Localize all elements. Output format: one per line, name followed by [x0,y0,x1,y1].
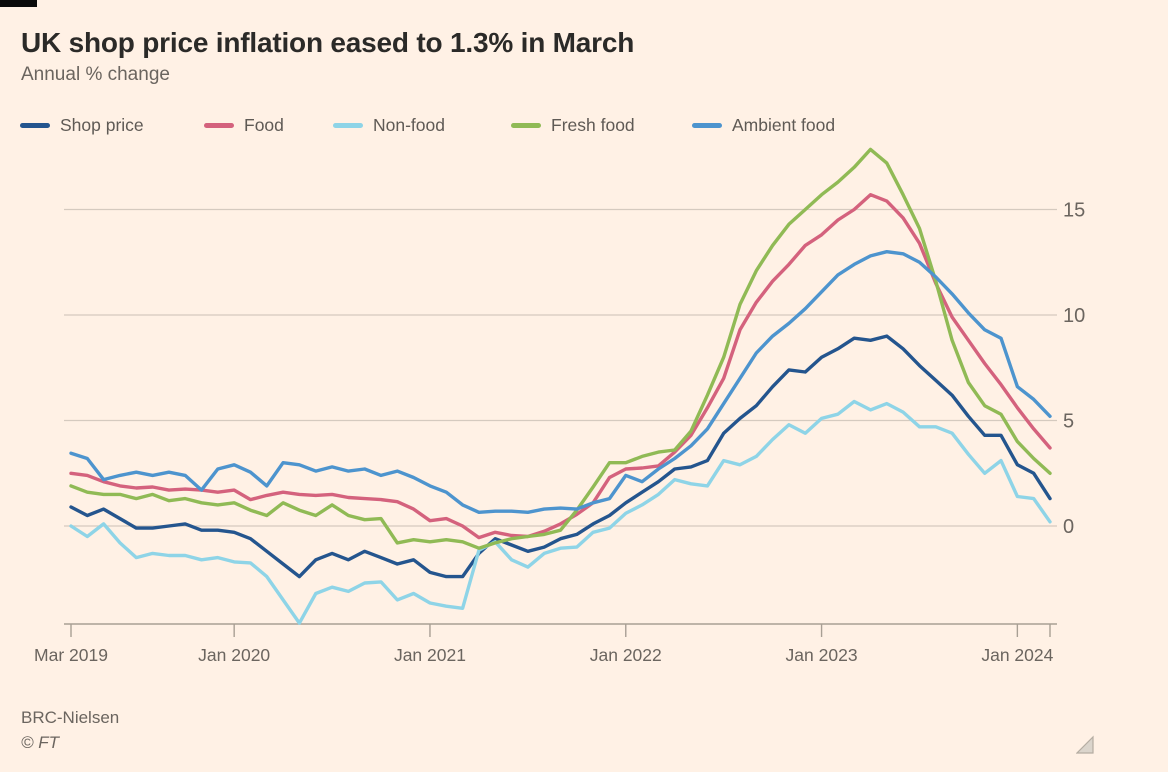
series-line-non-food [69,399,1052,625]
legend-label: Shop price [60,114,144,135]
x-tick-label: Jan 2022 [590,645,662,665]
x-tick-label: Jan 2024 [981,645,1053,665]
x-tick-label: Jan 2021 [394,645,466,665]
resize-handle-icon[interactable] [1076,735,1094,754]
fresh-food-swatch-icon [511,122,541,128]
shop-price-swatch-icon [20,122,50,128]
chart-subtitle: Annual % change [21,64,170,85]
series-line-ambient-food [69,249,1052,514]
x-tick-label: Jan 2020 [198,645,270,665]
y-tick-label: 0 [1063,516,1074,538]
series-line-shop-price [69,334,1052,579]
legend-item-fresh-food: Fresh food [511,114,635,136]
copyright-label: © FT [21,733,60,752]
top-left-black-bar [0,0,37,7]
source-label: BRC-Nielsen [21,708,120,727]
ambient-food-swatch-icon [692,122,722,128]
legend-label: Food [244,114,284,135]
series-line-food [69,192,1052,540]
legend-item-food: Food [204,114,284,136]
x-tick-label: Mar 2019 [34,645,108,665]
y-tick-label: 5 [1063,411,1074,433]
y-tick-label: 15 [1063,200,1085,222]
chart-title: UK shop price inflation eased to 1.3% in… [21,26,635,58]
food-swatch-icon [204,122,234,128]
legend-item-ambient-food: Ambient food [692,114,835,136]
legend-item-non-food: Non-food [333,114,445,136]
x-tick-label: Jan 2023 [786,645,858,665]
legend-label: Ambient food [732,114,836,135]
legend-item-shop-price: Shop price [20,114,144,136]
legend-label: Non-food [373,114,445,135]
y-tick-label: 10 [1063,305,1085,327]
non-food-swatch-icon [333,122,363,128]
legend-label: Fresh food [551,114,635,135]
series-line-fresh-food [69,147,1052,550]
